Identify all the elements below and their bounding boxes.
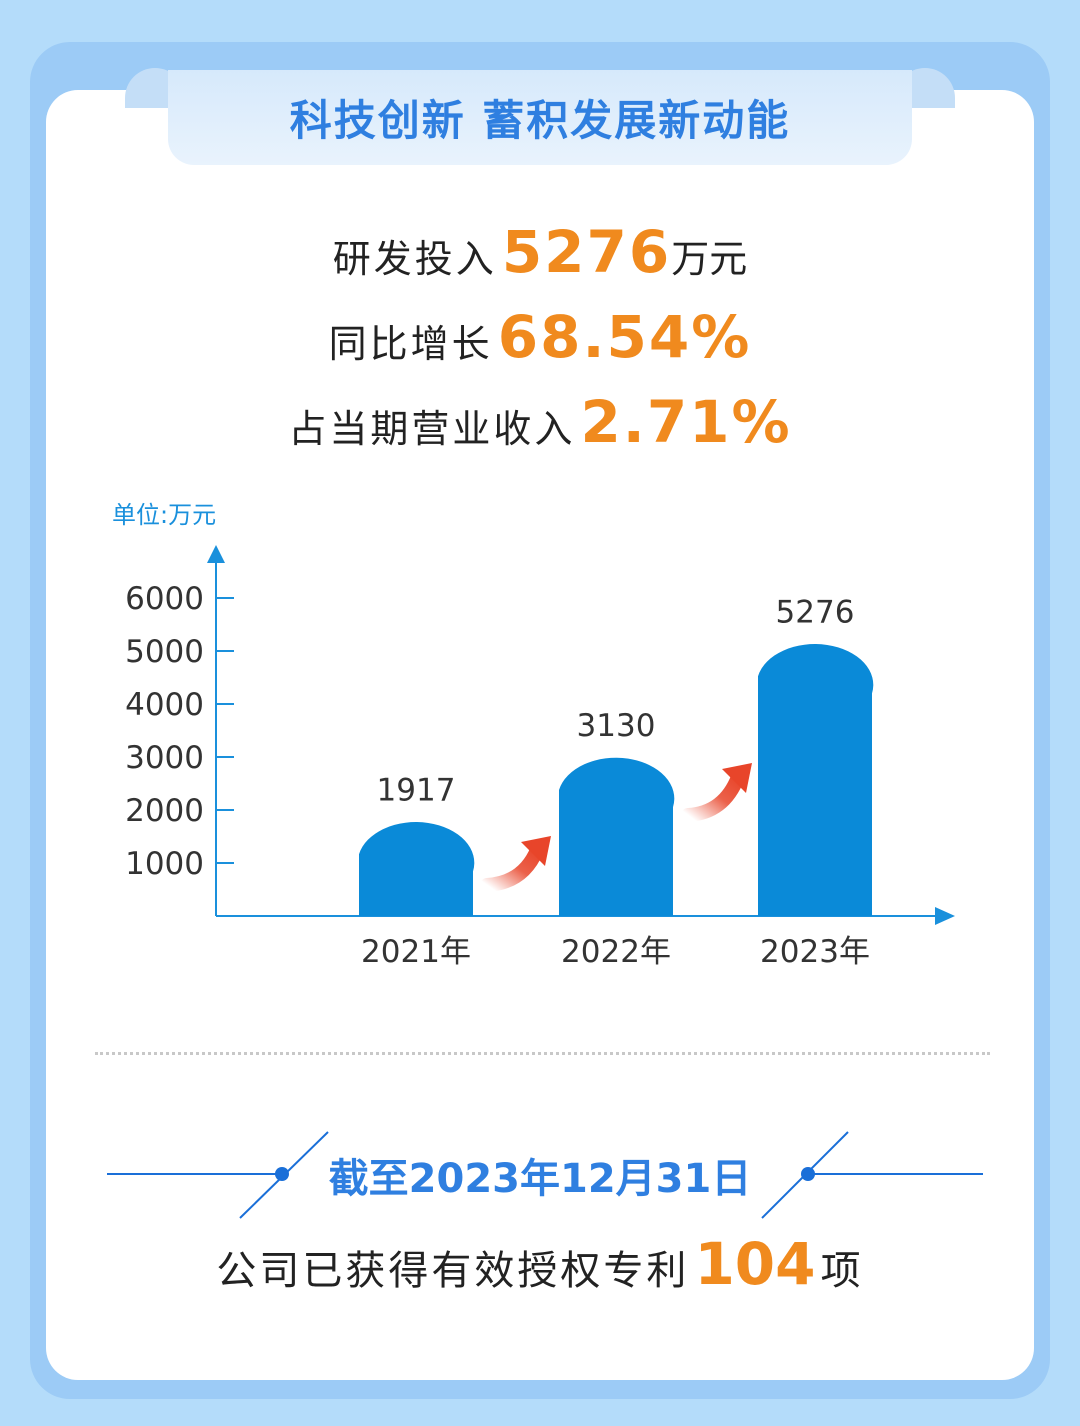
ratio-value: 2.71% — [580, 388, 792, 456]
rd-label: 研发投入 — [332, 237, 497, 281]
y-tick-label: 5000 — [125, 634, 204, 670]
patent-unit: 项 — [820, 1248, 864, 1294]
growth-value: 68.54% — [497, 303, 752, 371]
bar — [359, 822, 475, 916]
y-tick-label: 1000 — [125, 846, 204, 882]
y-tick-label: 6000 — [125, 581, 204, 617]
x-category-label: 2022年 — [561, 934, 671, 970]
y-unit-label: 单位:万元 — [112, 501, 216, 529]
ratio-line: 占当期营业收入 2.71% — [0, 388, 1080, 456]
rd-bar-chart: 单位:万元 1000 2000 3000 4000 5000 6000 1917 2021年… — [112, 501, 955, 970]
y-tick-label: 4000 — [125, 687, 204, 723]
patent-label: 公司已获得有效授权专利 — [216, 1248, 690, 1294]
y-tick-label: 3000 — [125, 740, 204, 776]
growth-arrow-shaft — [681, 770, 745, 822]
bar-value-label: 1917 — [377, 772, 456, 808]
bar — [559, 757, 675, 916]
rd-unit: 万元 — [671, 237, 748, 281]
date-dot-left — [275, 1167, 289, 1181]
x-category-label: 2021年 — [361, 934, 471, 970]
patent-value: 104 — [694, 1230, 816, 1298]
growth-line: 同比增长 68.54% — [0, 303, 1080, 371]
x-axis-arrowhead — [935, 907, 955, 925]
page-title: 科技创新 蓄积发展新动能 — [289, 96, 791, 145]
dotted-divider — [95, 1052, 990, 1055]
ratio-label: 占当期营业收入 — [288, 407, 576, 451]
y-axis-arrowhead — [207, 545, 225, 563]
growth-arrow-head — [722, 763, 752, 793]
growth-arrow-icon — [681, 763, 752, 822]
rd-investment-line: 研发投入 5276万元 — [0, 218, 1080, 286]
growth-label: 同比增长 — [328, 322, 493, 366]
growth-arrow-shaft — [480, 843, 544, 892]
date-dot-right — [801, 1167, 815, 1181]
patent-date: 截至2023年12月31日 — [328, 1156, 752, 1202]
bar — [758, 644, 874, 916]
y-tick-label: 2000 — [125, 793, 204, 829]
bar-value-label: 5276 — [776, 594, 855, 630]
growth-arrow-icon — [480, 836, 551, 892]
growth-arrow-head — [521, 836, 551, 866]
bar-value-label: 3130 — [577, 708, 656, 744]
date-decoration — [107, 1131, 983, 1219]
patent-line: 公司已获得有效授权专利 104 项 — [0, 1230, 1080, 1298]
x-category-label: 2023年 — [760, 934, 870, 970]
rd-value: 5276 — [501, 218, 672, 286]
title-banner: 科技创新 蓄积发展新动能 — [168, 70, 912, 165]
